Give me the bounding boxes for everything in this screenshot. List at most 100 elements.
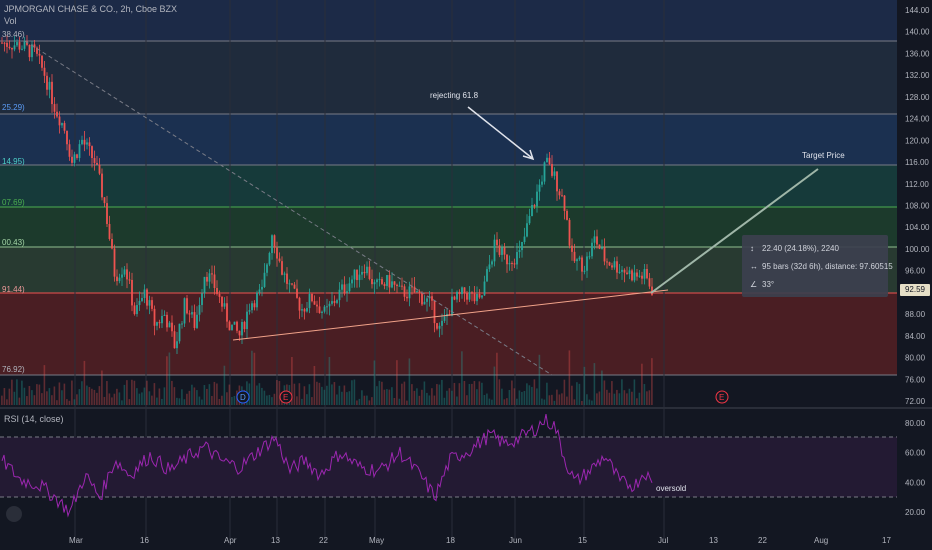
candle-body	[118, 277, 121, 282]
time-tick-label: 22	[319, 536, 328, 545]
volume-bar	[351, 380, 353, 405]
candle-body	[143, 289, 146, 298]
candle-body	[338, 289, 341, 301]
candle-body	[648, 278, 651, 287]
candle-body	[571, 245, 573, 252]
downtrend-dashed-line[interactable]	[24, 40, 553, 376]
volume-bar	[308, 384, 311, 405]
candle-body	[6, 42, 8, 47]
volume-bar	[26, 396, 28, 405]
volume-bar	[521, 391, 523, 405]
rsi-tick-label: 20.00	[905, 508, 926, 517]
event-marker-dividend[interactable]: D	[236, 390, 250, 404]
volume-bar	[496, 352, 498, 405]
volume-bar	[383, 389, 386, 405]
candle-body	[156, 322, 158, 326]
candle-body	[391, 281, 393, 288]
candle-body	[293, 284, 296, 289]
volume-bar	[181, 389, 183, 405]
candle-body	[536, 191, 538, 207]
volume-bar	[68, 400, 71, 405]
volume-bar	[253, 352, 256, 405]
candle-body	[198, 305, 201, 315]
volume-bar	[83, 360, 86, 405]
candle-body	[186, 298, 188, 314]
volume-bar	[528, 385, 531, 405]
volume-bar	[121, 400, 123, 405]
candle-body	[521, 241, 523, 251]
volume-bar	[363, 395, 366, 405]
volume-bar	[313, 365, 316, 405]
rsi-title[interactable]: RSI (14, close)	[4, 414, 64, 424]
candle-body	[411, 286, 413, 288]
candle-body	[151, 300, 153, 309]
volume-bar	[433, 395, 436, 405]
volume-bar	[293, 383, 296, 405]
volume-bar	[153, 383, 156, 405]
target-price-label[interactable]: Target Price	[802, 151, 845, 160]
target-projection-line[interactable]	[650, 168, 819, 294]
volume-bar	[1, 395, 3, 405]
volume-bar	[448, 388, 451, 405]
candle-body	[498, 245, 501, 255]
rejecting-label[interactable]: rejecting 61.8	[430, 91, 479, 100]
volume-bar	[471, 383, 473, 405]
tradingview-logo-icon[interactable]	[6, 506, 22, 522]
event-marker-earnings-upcoming[interactable]: E	[715, 390, 729, 404]
volume-bar	[588, 399, 591, 405]
volume-bar	[441, 379, 443, 405]
candle-body	[193, 312, 196, 328]
volume-bar	[71, 380, 73, 405]
volume-bar	[371, 397, 373, 405]
volume-bar	[211, 395, 213, 405]
candle-body	[476, 294, 478, 302]
time-tick-label: 13	[709, 536, 718, 545]
candle-body	[468, 292, 471, 300]
volume-bar	[158, 388, 161, 405]
rejecting-arrow[interactable]	[467, 106, 533, 159]
time-axis[interactable]: Mar 16 Apr 13 22 May 18 Jun 15 Jul 13 22 Aug 17	[69, 536, 891, 545]
volume-bar	[476, 389, 478, 405]
candle-body	[271, 235, 273, 254]
candle-body	[348, 283, 351, 292]
symbol-title[interactable]: JPMORGAN CHASE & CO., 2h, Cboe BZX	[4, 4, 178, 14]
candle-body	[306, 308, 308, 312]
candle-body	[8, 46, 11, 49]
candle-body	[13, 45, 16, 50]
support-trendline[interactable]	[232, 289, 669, 341]
volume-bar	[631, 391, 633, 405]
volume-bar	[6, 399, 8, 405]
volume-bar	[551, 394, 553, 405]
price-tick-label: 104.00	[905, 223, 930, 232]
candle-body	[138, 300, 141, 306]
volume-bar	[328, 356, 331, 405]
candle-body	[541, 181, 543, 185]
price-axis[interactable]: 144.00 140.00 136.00 132.00 128.00 124.00 120.…	[905, 6, 930, 406]
volume-bar	[451, 390, 453, 405]
volume-bar	[73, 399, 76, 405]
volume-bar	[556, 389, 558, 405]
volume-bar	[58, 382, 61, 405]
fib-label-3: 14.95)	[2, 157, 25, 166]
volume-bar	[596, 393, 598, 405]
event-marker-earnings[interactable]: E	[279, 390, 293, 404]
volume-bar	[388, 389, 391, 405]
candle-body	[533, 205, 536, 207]
volume-bar	[338, 385, 341, 405]
volume-bar	[583, 366, 586, 405]
volume-bar	[623, 390, 626, 405]
candle-body	[86, 142, 88, 145]
fib-label-6: 91.44)	[2, 285, 25, 294]
volume-bar	[381, 381, 383, 405]
rsi-line	[1, 414, 653, 518]
candle-body	[591, 242, 593, 257]
candle-body	[238, 330, 241, 336]
volume-bar	[641, 363, 643, 405]
rsi-axis[interactable]: 80.00 60.00 40.00 20.00	[905, 419, 926, 517]
candle-body	[286, 273, 288, 284]
volume-bar	[136, 388, 138, 405]
volume-bar	[96, 392, 98, 405]
candle-body	[121, 274, 123, 278]
oversold-label[interactable]: oversold	[656, 484, 686, 493]
candle-body	[113, 248, 116, 277]
